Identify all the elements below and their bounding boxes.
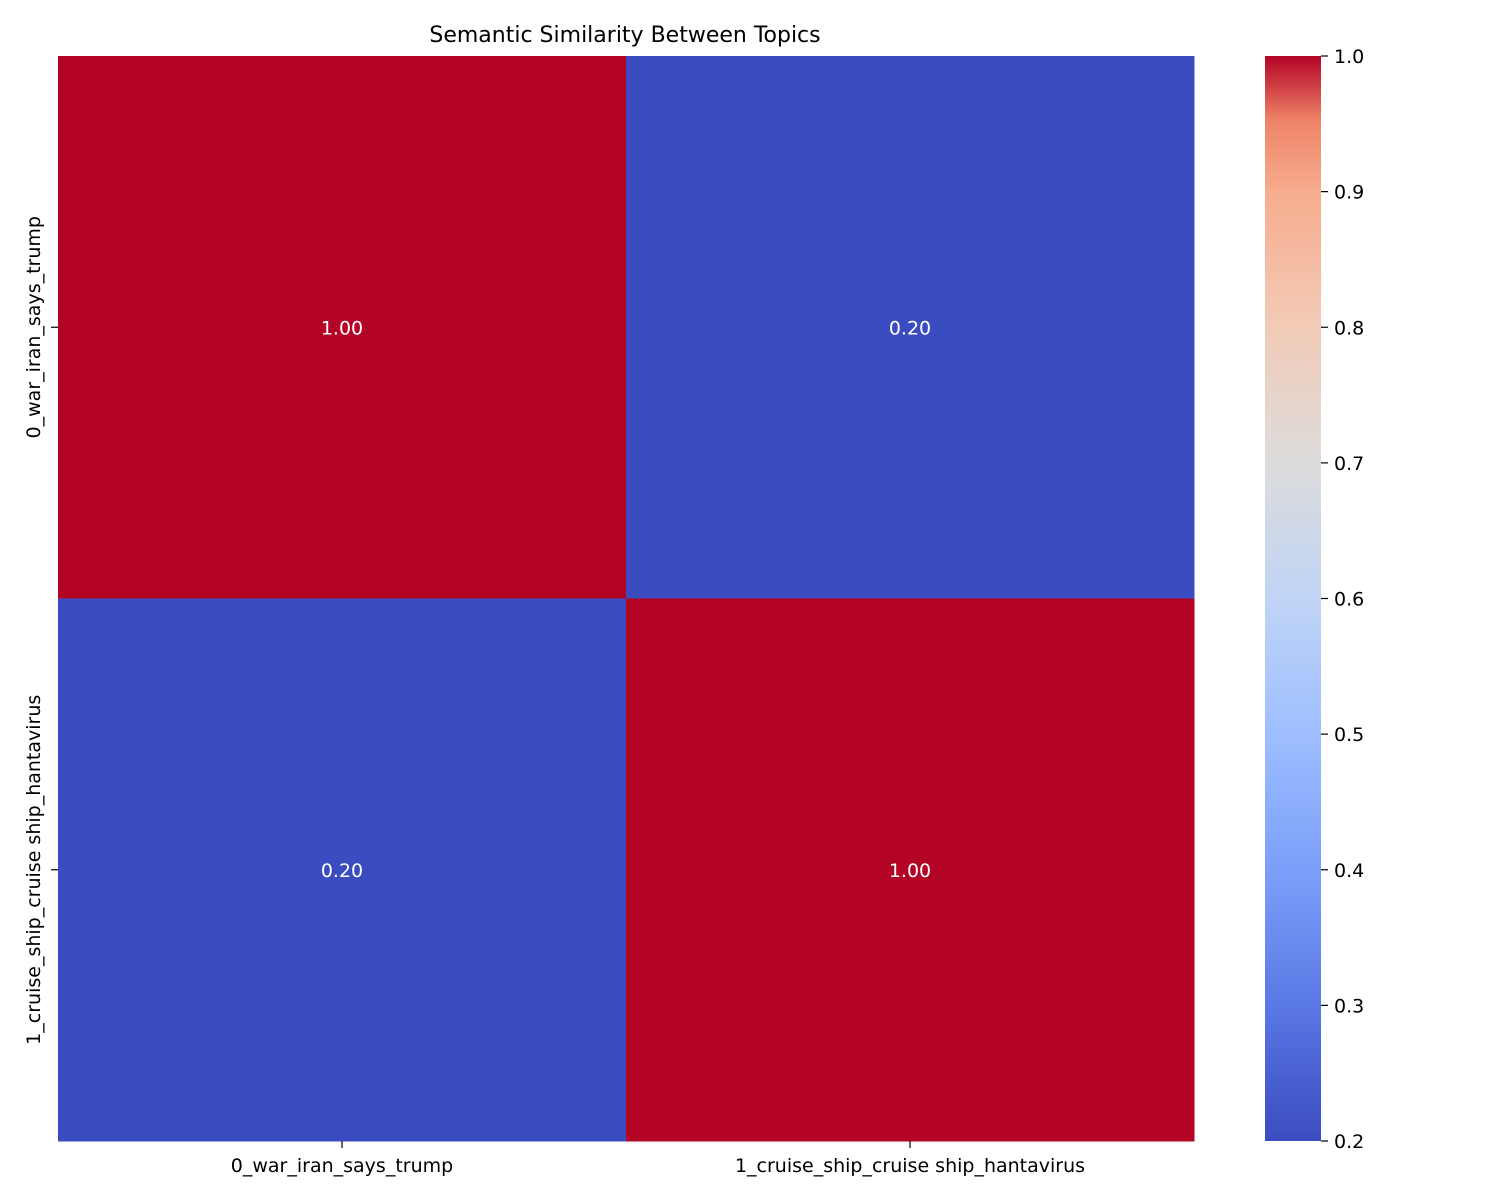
y-tick-label-0: 0_war_iran_says_trump [23,216,45,438]
colorbar-tick-label-6: 0.8 [1334,317,1364,339]
y-axis: 0_war_iran_says_trump 1_cruise_ship_cruis… [23,216,58,1045]
x-tick-label-1: 1_cruise_ship_cruise ship_hantavirus [735,1155,1085,1177]
colorbar-tick-label-5: 0.7 [1334,453,1364,475]
chart-title: Semantic Similarity Between Topics [429,23,820,48]
heatmap-cell-r0-c1 [626,56,1195,599]
colorbar-tick-label-0: 0.2 [1334,1131,1364,1153]
colorbar-tick-label-1: 0.3 [1334,995,1364,1017]
colorbar-tick-label-8: 1.0 [1334,46,1364,68]
colorbar-tick-label-4: 0.6 [1334,589,1364,611]
colorbar-tick-label-3: 0.5 [1334,724,1364,746]
heatmap-cell-r1-c1 [626,598,1195,1142]
x-tick-label-0: 0_war_iran_says_trump [231,1155,453,1177]
colorbar-ticks: 0.2 0.3 0.4 0.5 0.6 0.7 0.8 0.9 1.0 [1321,46,1364,1153]
heatmap-cell-labels: 1.00 0.20 0.20 1.00 [321,317,931,882]
y-tick-label-1: 1_cruise_ship_cruise ship_hantavirus [23,695,45,1045]
cell-label-r1-c1: 1.00 [889,860,931,882]
cell-label-r0-c0: 1.00 [321,317,363,339]
cell-label-r1-c0: 0.20 [321,860,363,882]
colorbar: 0.2 0.3 0.4 0.5 0.6 0.7 0.8 0.9 1.0 [1265,46,1364,1153]
heatmap-cell-r0-c0 [58,56,627,599]
x-axis: 0_war_iran_says_trump 1_cruise_ship_cruis… [231,1141,1085,1177]
heatmap-cell-r1-c0 [58,598,627,1142]
heatmap-cells [58,56,1195,1142]
cell-label-r0-c1: 0.20 [889,317,931,339]
colorbar-gradient [1265,56,1321,1141]
colorbar-tick-label-7: 0.9 [1334,182,1364,204]
colorbar-tick-label-2: 0.4 [1334,860,1364,882]
